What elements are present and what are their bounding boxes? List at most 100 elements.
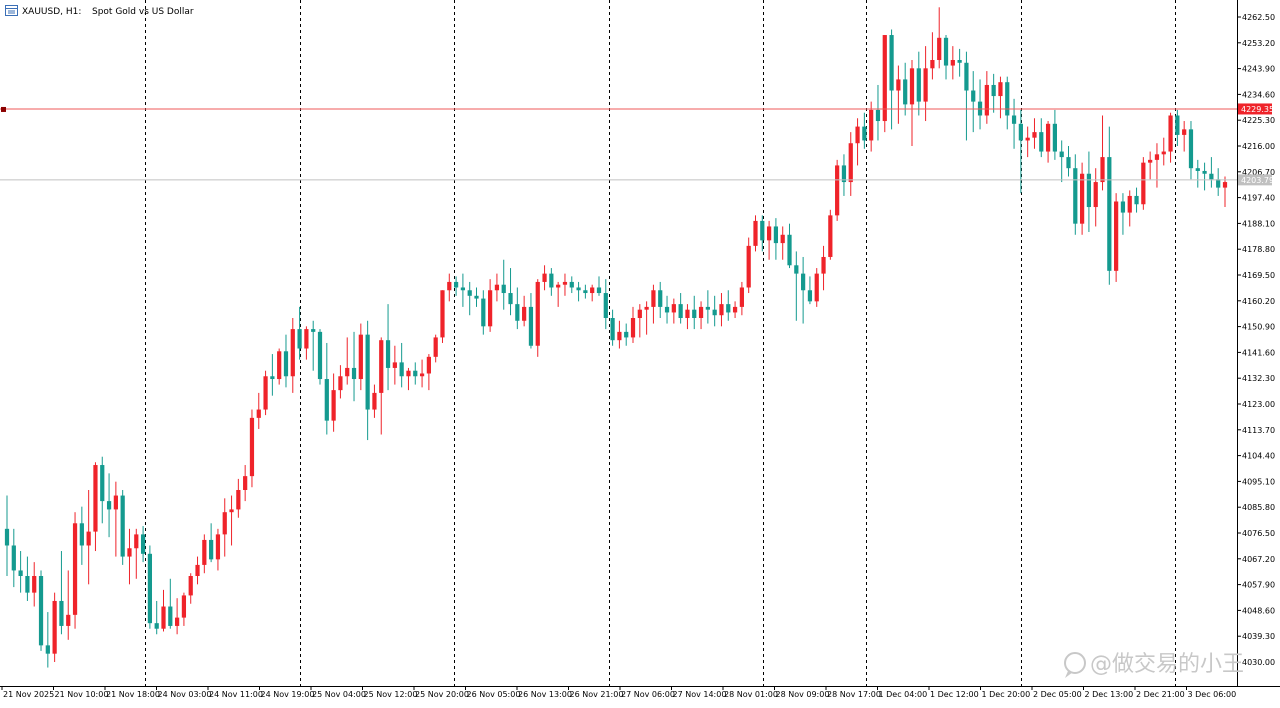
price-badges: 4229.35 4203.79 [1238,103,1274,186]
candle-body [134,534,139,549]
candle [270,354,275,396]
candle-body [923,68,928,102]
chart-window-icon[interactable] [5,5,18,16]
candle-body [753,220,758,246]
candle [828,209,833,260]
candle [168,578,173,629]
candle-body [433,337,438,357]
candle-body [195,564,200,576]
candle-body [277,351,282,380]
candle [698,301,704,330]
candle-body [1134,195,1139,205]
price-lines [0,106,1238,181]
candle [433,334,438,363]
candle [508,268,513,316]
candle-body [1222,182,1228,188]
symbol-description: Spot Gold vs US Dollar [92,7,194,17]
day-separator-lines [145,0,1176,686]
price-axis[interactable]: 4262.50 4253.20 4243.90 4234.60 4225.30 4216.… [1237,13,1276,667]
candle [365,320,370,441]
bid-line-handle[interactable] [1,106,6,112]
candle [209,523,214,563]
candle [236,478,241,518]
candle-body [909,68,915,105]
candle-body [930,60,935,69]
y-tick-label: 4141.60 [1242,348,1275,357]
candle [760,215,765,252]
candle [392,345,397,385]
y-tick-label: 4243.90 [1242,65,1275,74]
candle [753,215,758,252]
candle-body [52,600,57,654]
candle [630,306,636,343]
chart-header: XAUUSD, H1: Spot Gold vs US Dollar [5,5,194,17]
candle-body [215,534,221,560]
candle-body [1100,157,1105,183]
candle-body [971,90,976,102]
y-tick-label: 4123.00 [1242,400,1275,409]
candle [862,112,867,149]
candle-body [447,281,452,291]
candle-body [154,623,159,629]
candle [181,592,187,626]
candle [1202,162,1207,191]
candle-body [780,234,785,244]
candle [1161,137,1166,166]
candle-body [419,373,425,377]
candle-body [807,290,813,302]
x-tick-label: 27 Nov 14:00 [673,690,727,699]
watermark-text: @做交易的小王 [1090,652,1244,677]
candle [780,226,785,260]
candle [52,592,57,662]
candle [644,301,649,335]
y-tick-label: 4030.00 [1242,658,1275,667]
candle-body [964,62,969,91]
candle [916,51,921,116]
candle [1032,118,1037,149]
candle-body [903,79,908,105]
candle-body [651,290,656,307]
y-tick-label: 4132.30 [1242,374,1275,383]
candle [100,456,105,524]
candle-body [896,79,901,91]
candle [903,62,908,116]
candle-body [1052,123,1057,152]
candle [732,301,738,318]
candle [678,293,683,324]
candle [324,342,329,435]
candle [175,598,180,635]
candle [86,490,91,585]
candle [814,268,819,307]
candle [562,273,568,296]
candle [671,298,676,324]
candle [794,251,799,321]
candle [746,237,751,294]
candle [766,220,772,260]
candle [426,354,431,391]
candle-body [93,465,98,532]
candle-body [440,290,445,338]
candle-body [11,545,16,571]
y-tick-label: 4076.50 [1242,529,1275,538]
candle-body [243,476,248,490]
candle [453,276,459,296]
candle [467,281,472,316]
y-tick-label: 4178.80 [1242,245,1275,254]
candle [1209,157,1214,188]
candle-body [855,126,860,144]
candle-body [304,329,309,349]
candle [419,359,425,388]
candle-body [562,281,568,285]
candle [1120,193,1126,235]
candle-body [338,376,343,391]
candle-body [229,509,234,513]
candle-body [249,417,255,477]
candle [474,287,479,307]
candle-body [841,165,847,183]
candle-body [583,290,588,294]
candle [188,573,193,604]
